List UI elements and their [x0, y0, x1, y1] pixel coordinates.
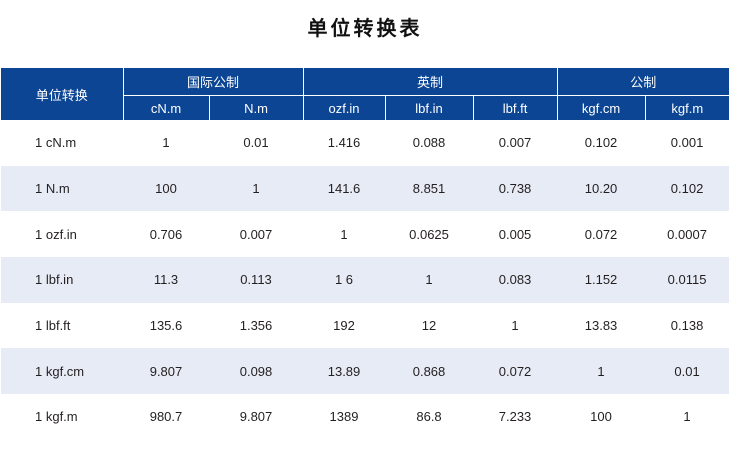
table-cell: 0.102	[584, 135, 618, 151]
table-cell: 1	[557, 348, 646, 395]
table-row: 1 kgf.m 980.7 9.807 1389 86.8 7.233 100 …	[1, 394, 729, 440]
row-label: 1 ozf.in	[35, 226, 77, 242]
table-cell: 0.007	[239, 226, 273, 242]
table-cell: 1.356	[239, 318, 273, 334]
table-cell: 0.0625	[409, 226, 449, 242]
table-row: 1 kgf.cm 9.807 0.098 13.89 0.868 0.072 1…	[1, 348, 730, 395]
table-cell: 0.113	[209, 257, 304, 303]
table-cell: 86.8	[416, 409, 442, 425]
table-cell: 0.005	[498, 226, 532, 242]
table-cell: 13.83	[584, 318, 618, 334]
unit-header: ozf.in	[302, 95, 386, 120]
group-header-imperial: 英制	[302, 68, 558, 96]
table-row: 1 lbf.ft 135.6 1.356 192 12 1 13.83 0.13…	[1, 303, 729, 349]
table-cell: 0.072	[584, 226, 618, 242]
table-cell: 980.7	[149, 409, 183, 425]
table-row: 1 cN.m 1 0.01 1.416 0.088 0.007 0.102 0.…	[1, 120, 729, 166]
table-cell: 7.233	[498, 409, 532, 425]
table-cell: 0.098	[209, 348, 304, 395]
table-cell: 12	[421, 318, 437, 334]
table-row: 1 ozf.in 0.706 0.007 1 0.0625 0.005 0.07…	[1, 211, 729, 257]
table-cell: 0.102	[645, 165, 730, 212]
table-cell: 141.6	[303, 165, 386, 212]
table-cell: 1	[385, 257, 474, 303]
table-cell: 0.706	[149, 226, 183, 242]
unit-header: lbf.in	[384, 95, 474, 120]
table-cell: 1	[511, 318, 519, 334]
table-cell: 8.851	[385, 165, 474, 212]
group-header-metric: 公制	[556, 68, 730, 96]
table-cell: 9.807	[123, 348, 209, 395]
table-cell: 0.072	[473, 348, 558, 395]
unit-header: kgf.m	[644, 95, 730, 120]
table-cell: 11.3	[123, 257, 209, 303]
table-cell: 0.001	[670, 135, 704, 151]
table-cell: 0.738	[473, 165, 558, 212]
table-cell: 13.89	[303, 348, 386, 395]
table-cell: 0.007	[498, 135, 532, 151]
unit-conversion-table: 单位转换 国际公制 英制 公制 cN.m N.m ozf.in lbf.in l…	[1, 68, 730, 440]
table-cell: 0.01	[645, 348, 730, 395]
table-cell: 100	[123, 165, 209, 212]
table-cell: 1 6	[303, 257, 386, 303]
table-cell: 1.416	[327, 135, 361, 151]
table-cell: 1	[340, 226, 348, 242]
table-cell: 9.807	[239, 409, 273, 425]
table-cell: 0.083	[473, 257, 558, 303]
page-title: 单位转换表	[307, 16, 423, 40]
unit-header: kgf.cm	[556, 95, 646, 120]
table-cell: 100	[590, 409, 612, 425]
header-unit-row: cN.m N.m ozf.in lbf.in lbf.ft kgf.cm kgf…	[1, 95, 730, 120]
unit-header: cN.m	[122, 95, 209, 120]
row-label: 1 kgf.cm	[1, 348, 123, 395]
table-cell: 0.0115	[645, 257, 730, 303]
row-label: 1 kgf.m	[35, 409, 78, 425]
table-cell: 0.088	[412, 135, 446, 151]
table-cell: 0.138	[670, 318, 704, 334]
table-row: 1 N.m 100 1 141.6 8.851 0.738 10.20 0.10…	[1, 165, 730, 212]
table-cell: 1	[209, 165, 304, 212]
table-cell: 0.0007	[667, 226, 707, 242]
corner-header: 单位转换	[1, 68, 123, 120]
table-cell: 0.01	[243, 135, 269, 151]
table-cell: 1.152	[557, 257, 646, 303]
table-row: 1 lbf.in 11.3 0.113 1 6 1 0.083 1.152 0.…	[1, 257, 730, 303]
unit-header: N.m	[208, 95, 304, 120]
header-group-row: 单位转换 国际公制 英制 公制	[1, 68, 730, 120]
table-cell: 1	[162, 135, 170, 151]
table-cell: 0.868	[385, 348, 474, 395]
table-cell: 1	[683, 409, 691, 425]
table-cell: 10.20	[557, 165, 646, 212]
table-cell: 1389	[329, 409, 359, 425]
row-label: 1 lbf.in	[1, 257, 123, 303]
group-header-si: 国际公制	[122, 68, 304, 96]
row-label: 1 N.m	[1, 165, 123, 212]
table-cell: 192	[333, 318, 355, 334]
row-label: 1 lbf.ft	[35, 318, 71, 334]
unit-header: lbf.ft	[472, 95, 558, 120]
table-cell: 135.6	[149, 318, 183, 334]
row-label: 1 cN.m	[35, 135, 77, 151]
